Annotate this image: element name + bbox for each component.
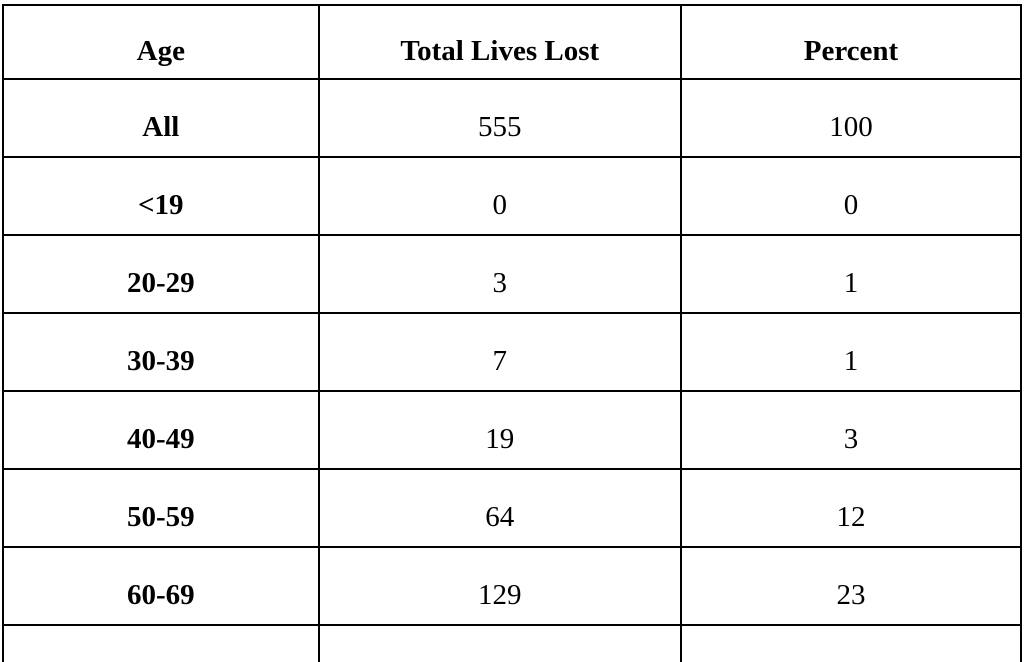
- cell-percent: 25: [679, 624, 1023, 662]
- cell-total-lives-lost: 64: [317, 468, 682, 548]
- cell-total-lives-lost: 129: [317, 546, 682, 626]
- cell-age: 20-29: [2, 234, 320, 314]
- col-header-age: Age: [2, 4, 320, 80]
- cell-total-lives-lost: 0: [317, 156, 682, 236]
- cell-percent: 23: [679, 546, 1023, 626]
- cell-percent: 100: [679, 78, 1023, 158]
- col-header-total-lives-lost: Total Lives Lost: [317, 4, 682, 80]
- cell-age: 50-59: [2, 468, 320, 548]
- table-row: 50-59 64 12: [2, 468, 1023, 548]
- cell-age: <19: [2, 156, 320, 236]
- cell-age: 60-69: [2, 546, 320, 626]
- cell-age: 70-79: [2, 624, 320, 662]
- header-row: Age Total Lives Lost Percent: [2, 4, 1023, 80]
- cell-total-lives-lost: 7: [317, 312, 682, 392]
- cell-percent: 0: [679, 156, 1023, 236]
- cell-age: All: [2, 78, 320, 158]
- cell-total-lives-lost: 3: [317, 234, 682, 314]
- table-row: 60-69 129 23: [2, 546, 1023, 626]
- table-row: All 555 100: [2, 78, 1023, 158]
- cell-percent: 1: [679, 234, 1023, 314]
- cell-age: 40-49: [2, 390, 320, 470]
- cell-percent: 1: [679, 312, 1023, 392]
- cell-total-lives-lost: 19: [317, 390, 682, 470]
- cell-percent: 3: [679, 390, 1023, 470]
- cell-age: 30-39: [2, 312, 320, 392]
- table-row: <19 0 0: [2, 156, 1023, 236]
- cell-total-lives-lost: 139: [317, 624, 682, 662]
- table-row: 70-79 139 25: [2, 624, 1023, 662]
- age-lives-lost-table: Age Total Lives Lost Percent All 555 100…: [2, 4, 1023, 662]
- table-row: 40-49 19 3: [2, 390, 1023, 470]
- col-header-percent: Percent: [679, 4, 1023, 80]
- table-row: 30-39 7 1: [2, 312, 1023, 392]
- table-row: 20-29 3 1: [2, 234, 1023, 314]
- cell-percent: 12: [679, 468, 1023, 548]
- cell-total-lives-lost: 555: [317, 78, 682, 158]
